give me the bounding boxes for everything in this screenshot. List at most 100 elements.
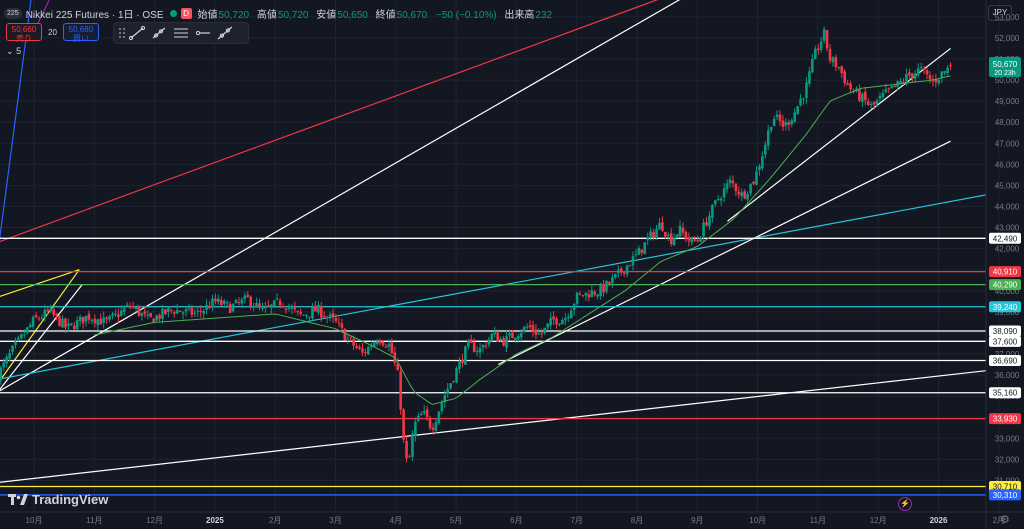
candle-body (496, 332, 500, 342)
candle-body (469, 339, 473, 343)
symbol-header[interactable]: 225 Nikkei 225 Futures · 1日 · OSE D 始値50… (4, 5, 557, 21)
price-tick-label: 39,000 (995, 308, 1020, 317)
price-tick-label: 37,000 (995, 350, 1020, 359)
candle-body (687, 237, 691, 241)
candle-body (678, 225, 682, 237)
sell-button[interactable]: 50,660 売り (6, 23, 42, 43)
drag-handle-icon[interactable] (118, 27, 126, 39)
horizontal-ray-icon[interactable] (192, 25, 214, 41)
indicator-toggle[interactable]: ⌄ 5 (6, 46, 21, 57)
buy-button[interactable]: 50,680 買い (62, 23, 99, 43)
candle-body (293, 305, 297, 310)
trendline (0, 370, 986, 483)
candle-body (243, 295, 247, 300)
candle-body (331, 313, 335, 318)
candle-body (58, 316, 61, 327)
candle-body (834, 57, 838, 68)
candle-body (749, 183, 752, 194)
candle-body (628, 265, 632, 267)
time-tick-label: 12月 (146, 516, 163, 525)
candle-body (755, 171, 758, 185)
price-tick-label: 47,000 (995, 139, 1020, 148)
candle-body (843, 71, 846, 84)
candle-body (446, 388, 450, 394)
candle-body (825, 30, 829, 49)
candle-body (375, 341, 379, 345)
symbol-title[interactable]: Nikkei 225 Futures · 1日 · OSE (25, 9, 164, 21)
candle-body (14, 341, 17, 345)
candle-body (149, 312, 153, 317)
candle-body (61, 318, 64, 328)
candle-body (443, 395, 447, 403)
candle-body (813, 48, 817, 60)
trendline-icon[interactable] (126, 25, 148, 41)
candle-body (711, 204, 714, 218)
candle-body (590, 290, 594, 298)
time-tick-label: 2025 (206, 516, 224, 525)
candle-body (631, 256, 635, 266)
candle-body (528, 325, 532, 328)
candle-body (555, 318, 558, 325)
candle-body (793, 112, 797, 123)
candle-body (322, 316, 326, 318)
candle-body (781, 120, 785, 127)
candle-body (858, 88, 861, 101)
candle-body (402, 409, 405, 440)
extended-line-icon[interactable] (214, 25, 236, 41)
candle-body (646, 237, 649, 241)
candle-body (543, 327, 547, 334)
level-price-label: 40,290 (993, 281, 1018, 290)
candle-body (46, 309, 50, 312)
candle-body (31, 317, 35, 327)
candle-body (728, 179, 732, 184)
candle-body (105, 317, 108, 320)
trendline (0, 284, 83, 391)
candle-body (716, 198, 720, 200)
candle-body (396, 363, 400, 371)
candle-body (143, 311, 147, 314)
candle-body (675, 234, 679, 237)
candle-body (417, 415, 420, 421)
candle-body (252, 306, 255, 308)
candle-body (287, 307, 291, 309)
candle-body (190, 307, 194, 315)
candle-body (464, 346, 467, 365)
flash-icon[interactable]: ⚡ (898, 497, 912, 511)
candle-body (170, 309, 173, 311)
price-tick-label: 53,000 (995, 13, 1020, 22)
candle-body (2, 362, 6, 368)
candle-body (584, 292, 588, 296)
drawing-toolbar[interactable] (113, 22, 249, 44)
candle-body (461, 359, 464, 363)
candle-body (596, 294, 599, 297)
candle-body (643, 242, 647, 255)
ray-icon[interactable] (148, 25, 170, 41)
candle-body (184, 309, 188, 312)
currency-selector[interactable]: JPY (988, 5, 1012, 21)
candle-body (787, 122, 791, 126)
tradingview-logo[interactable]: TradingView (8, 492, 108, 507)
price-tick-label: 49,000 (995, 97, 1020, 106)
candle-body (452, 381, 455, 383)
candle-body (75, 320, 79, 330)
time-tick-label: 2026 (930, 516, 948, 525)
price-tick-label: 31,000 (995, 476, 1020, 485)
candle-body (128, 306, 132, 308)
brand-name: TradingView (32, 492, 109, 507)
candle-body (387, 343, 391, 347)
candle-body (155, 315, 158, 321)
parallel-channel-icon[interactable] (170, 25, 192, 41)
candle-body (414, 421, 417, 436)
time-tick-label: 3月 (329, 516, 341, 525)
candle-body (481, 345, 485, 348)
candle-body (152, 318, 155, 323)
candle-body (822, 29, 826, 41)
level-price-tag (989, 481, 1021, 493)
gear-icon[interactable]: ⚙ (1000, 514, 1010, 526)
candle-body (884, 89, 888, 93)
candle-body (22, 334, 26, 336)
candle-body (740, 192, 744, 197)
candle-body (343, 328, 347, 341)
candle-body (358, 346, 361, 349)
